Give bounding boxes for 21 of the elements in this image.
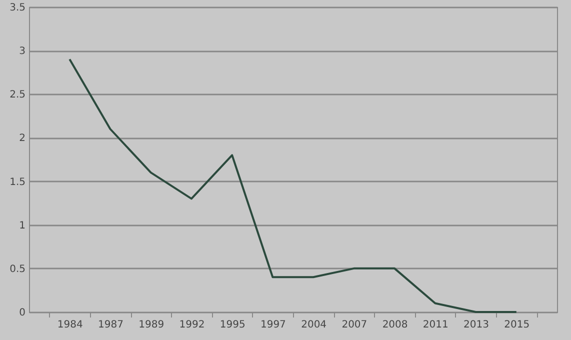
x-tick-label: 1987 [98, 320, 124, 330]
x-tick-label: 2008 [382, 320, 408, 330]
x-tick-label: 1997 [260, 320, 286, 330]
y-tick-label: 0.5 [10, 264, 26, 275]
x-tick-label: 2004 [301, 320, 327, 330]
y-tick-label: 3 [19, 46, 26, 58]
x-tick-label: 1989 [138, 320, 164, 330]
x-tick-label: 2011 [422, 320, 448, 330]
y-tick-label: 0 [19, 308, 26, 318]
x-tick-label: 1992 [179, 320, 205, 330]
x-tick-label: 2013 [464, 320, 489, 330]
y-tick-label: 2.5 [10, 90, 26, 101]
y-tick-label: 1.5 [10, 176, 26, 188]
y-tick-label: 2 [19, 133, 26, 144]
line-series [68, 58, 518, 313]
x-tick-label: 2007 [342, 320, 368, 330]
x-tick-label: 2015 [504, 320, 530, 330]
x-tick-label: 1984 [57, 320, 83, 330]
y-tick-label: 1 [19, 220, 26, 232]
x-tick-label: 1995 [220, 320, 246, 330]
y-tick-label: 3.5 [10, 2, 26, 14]
